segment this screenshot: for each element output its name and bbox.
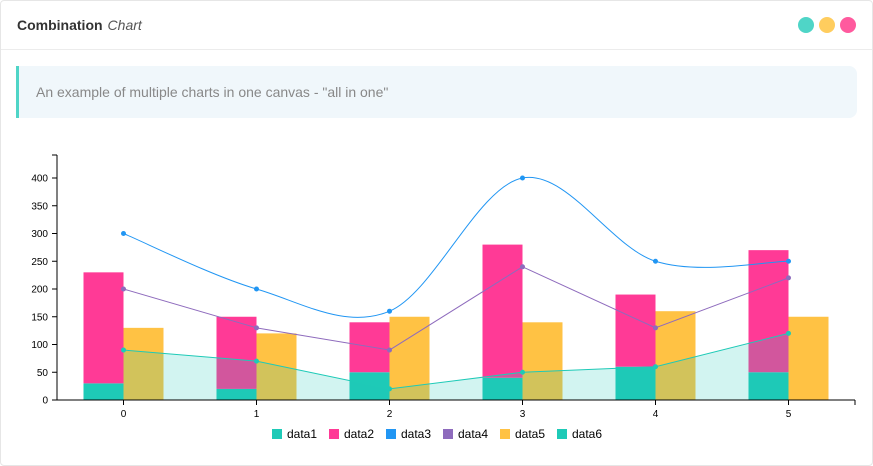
bar-data5 <box>522 322 563 400</box>
window-controls <box>798 17 856 33</box>
x-tick-label: 1 <box>254 409 260 420</box>
area-data6 <box>123 333 789 400</box>
bar-data1 <box>748 372 789 400</box>
point-data3 <box>254 286 259 292</box>
point-data3 <box>121 231 126 236</box>
x-tick-label: 4 <box>653 409 659 420</box>
bar-data5 <box>788 316 829 400</box>
x-tick-label: 2 <box>387 409 393 420</box>
legend-swatch <box>500 429 510 439</box>
bar-data1 <box>83 383 124 400</box>
point-data6 <box>653 364 658 370</box>
legend-label: data5 <box>515 427 545 441</box>
point-data6 <box>121 347 126 353</box>
bar-data2 <box>482 244 523 378</box>
point-data3 <box>653 258 658 264</box>
bar-data5 <box>256 333 297 400</box>
x-tick-label: 3 <box>520 409 526 420</box>
bar-data5 <box>123 327 164 400</box>
bar-data2 <box>216 316 257 389</box>
bar-data1 <box>349 372 390 400</box>
bar-data2 <box>349 322 390 373</box>
point-data3 <box>387 308 392 314</box>
legend-label: data6 <box>572 427 602 441</box>
point-data4 <box>786 275 791 281</box>
bar-data2 <box>748 250 789 373</box>
card-title: Combination <box>17 17 103 33</box>
line-data6 <box>123 332 789 390</box>
y-tick-label: 0 <box>42 396 48 407</box>
point-data6 <box>387 386 392 392</box>
bar-data2 <box>615 294 656 367</box>
line-data4 <box>123 266 789 351</box>
pink-dot-button[interactable] <box>840 17 856 33</box>
y-tick-label: 200 <box>31 285 48 296</box>
legend-swatch <box>386 429 396 439</box>
bar-data1 <box>615 366 656 400</box>
bar-data1 <box>216 388 257 400</box>
x-tick-label: 5 <box>786 409 792 420</box>
legend-label: data4 <box>458 427 488 441</box>
point-data4 <box>387 347 392 353</box>
legend-item-data3[interactable]: data3 <box>386 427 431 441</box>
point-data3 <box>520 175 525 181</box>
legend-label: data1 <box>287 427 317 441</box>
y-tick-label: 100 <box>31 340 48 351</box>
bar-data2 <box>83 272 124 384</box>
spline-data3 <box>123 176 789 318</box>
point-data6 <box>254 358 259 364</box>
legend-item-data4[interactable]: data4 <box>443 427 488 441</box>
x-tick-label: 0 <box>121 409 127 420</box>
y-tick-label: 300 <box>31 229 48 240</box>
legend-swatch <box>329 429 339 439</box>
card-header: Combination Chart <box>1 1 872 50</box>
point-data6 <box>520 369 525 375</box>
point-data4 <box>653 325 658 331</box>
point-data4 <box>520 264 525 270</box>
point-data6 <box>786 330 791 336</box>
legend-label: data3 <box>401 427 431 441</box>
yellow-dot-button[interactable] <box>819 17 835 33</box>
point-data4 <box>254 325 259 331</box>
y-tick-label: 50 <box>37 368 49 379</box>
point-data3 <box>786 258 791 264</box>
card-subtitle: Chart <box>107 17 142 33</box>
y-tick-label: 150 <box>31 312 48 323</box>
point-data4 <box>121 286 126 292</box>
legend-item-data6[interactable]: data6 <box>557 427 602 441</box>
legend-item-data1[interactable]: data1 <box>272 427 317 441</box>
legend-label: data2 <box>344 427 374 441</box>
description-note: An example of multiple charts in one can… <box>16 66 857 118</box>
legend-item-data2[interactable]: data2 <box>329 427 374 441</box>
legend-swatch <box>272 429 282 439</box>
legend-swatch <box>443 429 453 439</box>
legend-item-data5[interactable]: data5 <box>500 427 545 441</box>
y-tick-label: 400 <box>31 174 48 185</box>
y-tick-label: 250 <box>31 257 48 268</box>
bar-data1 <box>482 377 523 400</box>
legend-swatch <box>557 429 567 439</box>
bar-data5 <box>655 311 696 400</box>
teal-dot-button[interactable] <box>798 17 814 33</box>
y-tick-label: 350 <box>31 201 48 212</box>
